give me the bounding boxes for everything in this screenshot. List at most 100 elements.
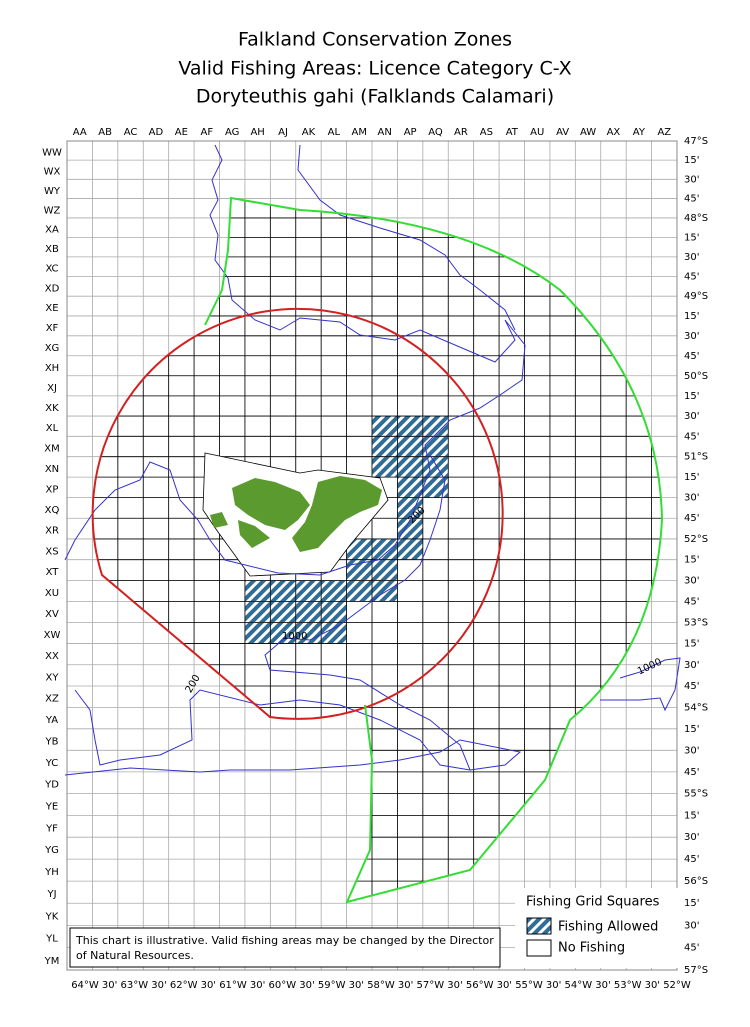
legend-swatch bbox=[526, 939, 552, 957]
row-label: XV bbox=[45, 609, 59, 620]
column-label: AH bbox=[250, 127, 264, 138]
latitude-label: 15' bbox=[684, 639, 699, 650]
latitude-label: 45' bbox=[684, 854, 699, 865]
legend-item: Fishing Allowed bbox=[558, 920, 658, 935]
latitude-label: 56°S bbox=[684, 876, 708, 887]
contours bbox=[64, 144, 681, 776]
east-falkland bbox=[292, 476, 382, 552]
longitude-label: 30' bbox=[398, 980, 413, 991]
row-label: XL bbox=[46, 423, 59, 434]
longitude-label: 62°W bbox=[170, 980, 198, 991]
longitude-label: 30' bbox=[447, 980, 462, 991]
column-label: AN bbox=[378, 127, 392, 138]
latitude-label: 45' bbox=[684, 272, 699, 283]
latitude-label: 30' bbox=[684, 411, 699, 422]
fishing-allowed-cell bbox=[321, 622, 347, 644]
column-label: AV bbox=[556, 127, 569, 138]
latitude-label: 54°S bbox=[684, 702, 708, 713]
fishing-allowed-cell bbox=[244, 622, 271, 644]
latitude-label: 52°S bbox=[684, 534, 708, 545]
longitude-label: 64°W bbox=[71, 980, 99, 991]
column-label: AA bbox=[73, 127, 87, 138]
row-label: WZ bbox=[44, 205, 61, 216]
row-label: XW bbox=[44, 630, 61, 641]
latitude-label: 45' bbox=[684, 767, 699, 778]
column-label: AC bbox=[124, 127, 138, 138]
fishing-allowed-cell bbox=[244, 580, 271, 602]
row-label: WW bbox=[42, 148, 62, 159]
latitude-label: 15' bbox=[684, 555, 699, 566]
row-label: XA bbox=[45, 225, 59, 236]
latitude-label: 45' bbox=[684, 194, 699, 205]
row-label: YK bbox=[45, 911, 59, 922]
row-label: XZ bbox=[45, 694, 59, 705]
row-label: XF bbox=[46, 323, 59, 334]
column-label: AF bbox=[200, 127, 213, 138]
row-label: YG bbox=[44, 845, 59, 856]
fishing-allowed-cell bbox=[372, 559, 398, 581]
latitude-label: 53°S bbox=[684, 617, 708, 628]
column-label: AD bbox=[149, 127, 164, 138]
longitude-label: 30' bbox=[102, 980, 117, 991]
latitude-label: 30' bbox=[684, 493, 699, 504]
latitude-label: 45' bbox=[684, 943, 699, 954]
column-label: AW bbox=[580, 127, 596, 138]
note-line: of Natural Resources. bbox=[76, 949, 194, 962]
row-label: XM bbox=[44, 444, 59, 455]
row-label: XX bbox=[45, 651, 59, 662]
longitude-label: 55°W bbox=[515, 980, 543, 991]
row-label: XQ bbox=[45, 505, 60, 516]
column-label: AR bbox=[454, 127, 468, 138]
row-label: XB bbox=[45, 244, 59, 255]
row-label: YD bbox=[44, 780, 59, 791]
latitude-label: 30' bbox=[684, 832, 699, 843]
latitude-label: 15' bbox=[684, 155, 699, 166]
latitude-label: 50°S bbox=[684, 371, 708, 382]
column-label: AP bbox=[404, 127, 417, 138]
longitude-label: 63°W bbox=[121, 980, 149, 991]
latitude-label: 45' bbox=[684, 596, 699, 607]
latitude-label: 57°S bbox=[684, 965, 708, 976]
fishing-allowed-cell bbox=[422, 477, 449, 498]
cells bbox=[244, 416, 449, 644]
row-label: XK bbox=[45, 403, 59, 414]
fishing-allowed-cell bbox=[270, 601, 296, 623]
row-label: XP bbox=[46, 484, 59, 495]
latitude-label: 30' bbox=[684, 660, 699, 671]
row-label: YA bbox=[45, 715, 58, 726]
column-label: AX bbox=[607, 127, 621, 138]
latitude-label: 45' bbox=[684, 351, 699, 362]
column-label: AJ bbox=[278, 127, 288, 138]
latitude-label: 30' bbox=[684, 174, 699, 185]
longitude-label: 61°W bbox=[219, 980, 247, 991]
fishing-allowed-cell bbox=[397, 436, 423, 457]
latitude-label: 30' bbox=[684, 331, 699, 342]
fishing-allowed-cell bbox=[321, 580, 347, 602]
latitude-label: 30' bbox=[684, 252, 699, 263]
longitude-label: 30' bbox=[645, 980, 660, 991]
column-label: AE bbox=[175, 127, 188, 138]
note-box bbox=[69, 927, 501, 968]
fishing-allowed-cell bbox=[295, 622, 322, 644]
row-label: XC bbox=[45, 264, 58, 275]
column-label: AU bbox=[530, 127, 544, 138]
note-line: This chart is illustrative. Valid fishin… bbox=[75, 934, 494, 947]
column-label: AB bbox=[98, 127, 112, 138]
title-line: Falkland Conservation Zones bbox=[238, 29, 512, 51]
latitude-label: 45' bbox=[684, 513, 699, 524]
row-label: XN bbox=[45, 464, 59, 475]
row-label: YB bbox=[45, 737, 59, 748]
longitude-label: 53°W bbox=[614, 980, 642, 991]
fishing-allowed-cell bbox=[244, 601, 271, 623]
fishing-allowed-cell bbox=[346, 538, 372, 560]
fishing-allowed-cell bbox=[397, 538, 423, 560]
longitude-label: 30' bbox=[497, 980, 512, 991]
row-label: YM bbox=[44, 956, 60, 967]
longitude-label: 54°W bbox=[565, 980, 593, 991]
title-line: Valid Fishing Areas: Licence Category C-… bbox=[178, 58, 571, 80]
latitude-label: 15' bbox=[684, 391, 699, 402]
column-label: AG bbox=[225, 127, 239, 138]
longitude-label: 30' bbox=[349, 980, 364, 991]
row-label: YE bbox=[45, 801, 58, 812]
column-label: AT bbox=[506, 127, 519, 138]
